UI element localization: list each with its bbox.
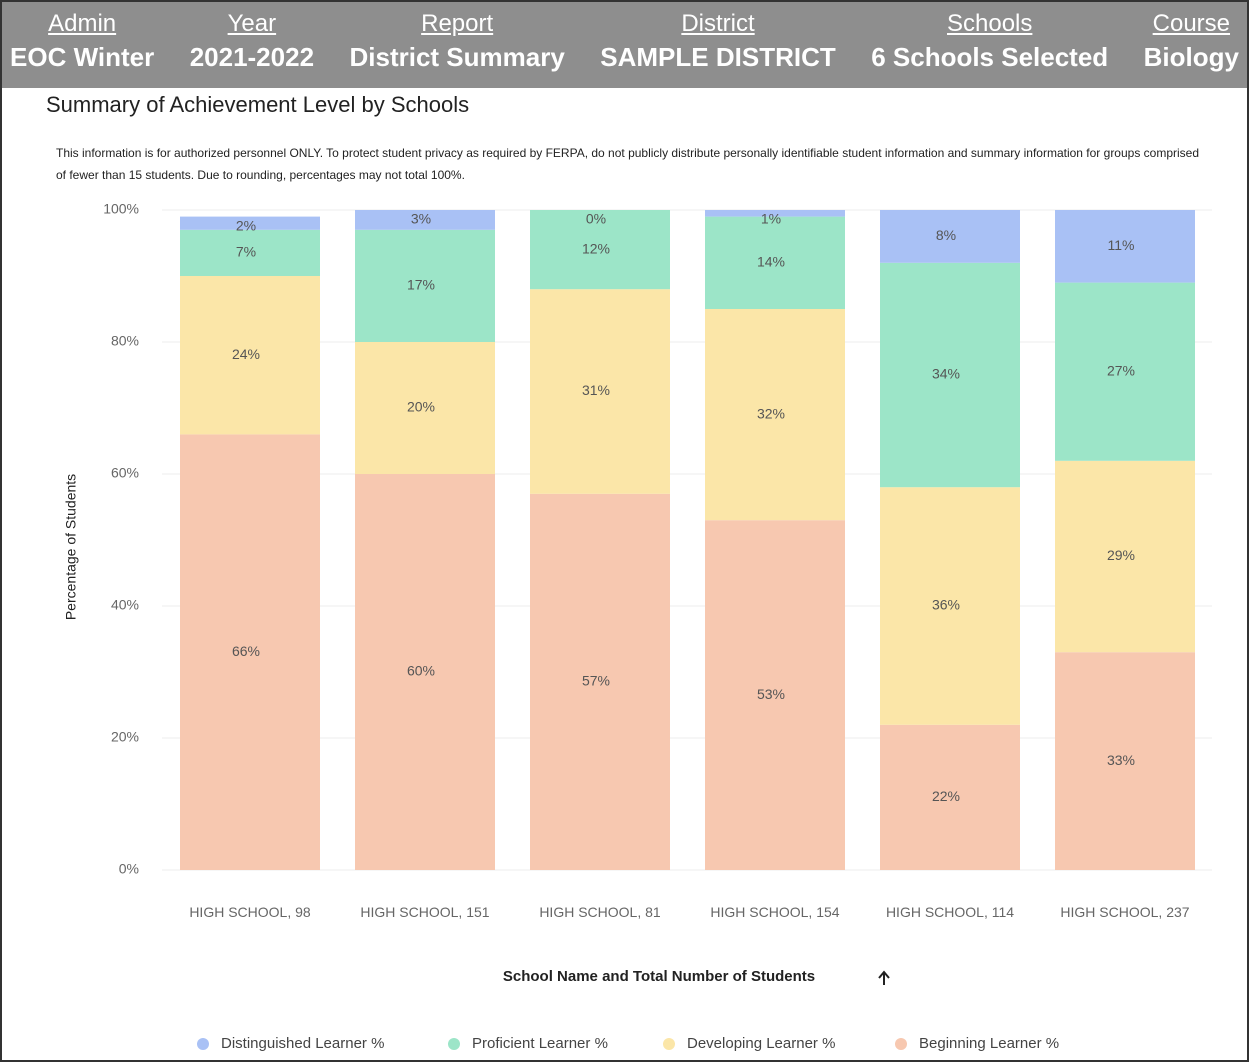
y-tick-label: 0% <box>119 861 139 877</box>
data-label: 31% <box>582 382 610 398</box>
y-axis-title: Percentage of Students <box>63 474 79 620</box>
header-value: 2021-2022 <box>189 42 315 72</box>
legend-item[interactable]: Developing Learner % <box>663 1035 835 1052</box>
bar-segment <box>880 262 1020 488</box>
x-tick-label: HIGH SCHOOL, 151 <box>360 904 490 920</box>
x-tick-label: HIGH SCHOOL, 98 <box>189 904 311 920</box>
header-value: SAMPLE DISTRICT <box>600 42 836 72</box>
bar-segment <box>355 342 495 474</box>
header-label[interactable]: District <box>681 10 755 37</box>
legend-swatch <box>663 1037 675 1050</box>
chart-title: Summary of Achievement Level by Schools <box>46 92 470 117</box>
bar-segment <box>355 474 495 870</box>
legend-label: Developing Learner % <box>687 1035 836 1052</box>
bar-segment <box>705 210 845 217</box>
bar-segment <box>530 210 670 290</box>
header-item: Year 2021-2022 <box>190 2 314 88</box>
y-tick-label: 100% <box>103 201 139 217</box>
data-label: 53% <box>757 686 785 702</box>
bar-segment <box>530 289 670 494</box>
data-label: 32% <box>757 405 785 421</box>
header-label[interactable]: Year <box>227 10 277 37</box>
data-label: 11% <box>1108 237 1135 253</box>
x-tick-label: HIGH SCHOOL, 237 <box>1060 904 1190 920</box>
sort-icon[interactable] <box>878 970 890 985</box>
bar-segment <box>880 210 1020 263</box>
header-value: District Summary <box>349 42 565 72</box>
legend-label: Distinguished Learner % <box>221 1035 385 1052</box>
data-label: 22% <box>932 788 960 804</box>
x-tick-label: HIGH SCHOOL, 81 <box>539 904 661 920</box>
data-label: 14% <box>757 254 785 270</box>
y-tick-label: 80% <box>111 333 139 349</box>
bar-segment <box>530 493 670 870</box>
y-tick-label: 40% <box>111 597 139 613</box>
bar-segment <box>180 434 320 870</box>
data-label: 24% <box>232 346 260 362</box>
bar-segment <box>1055 210 1195 283</box>
data-label: 36% <box>932 597 960 613</box>
x-axis-title: School Name and Total Number of Students <box>503 968 815 985</box>
header-item: Course Biology <box>1144 2 1239 88</box>
data-label: 27% <box>1107 362 1135 378</box>
bar-segment <box>180 216 320 230</box>
bar-segment <box>705 309 845 521</box>
data-label: 29% <box>1107 547 1135 563</box>
y-tick-label: 20% <box>111 729 139 745</box>
data-label: 34% <box>932 366 960 382</box>
data-label: 12% <box>582 240 610 256</box>
bar-segment <box>705 520 845 870</box>
header-label[interactable]: Admin <box>48 10 117 37</box>
header-value: EOC Winter <box>10 42 155 72</box>
data-label: 60% <box>407 663 435 679</box>
data-label: 3% <box>411 211 431 227</box>
bar-segment <box>705 216 845 309</box>
header-value: 6 Schools Selected <box>871 42 1109 72</box>
header-label[interactable]: Report <box>421 10 494 37</box>
legend-swatch <box>895 1037 907 1050</box>
bar-segment <box>180 276 320 435</box>
bar-segment <box>1055 460 1195 653</box>
x-tick-label: HIGH SCHOOL, 114 <box>885 904 1015 920</box>
bar-segment <box>355 229 495 342</box>
legend-item[interactable]: Beginning Learner % <box>895 1035 1059 1052</box>
data-label: 0% <box>586 211 606 227</box>
data-label: 17% <box>407 277 435 293</box>
bar-segment <box>1055 282 1195 461</box>
legend-swatch <box>448 1037 460 1050</box>
data-label: 66% <box>232 643 260 659</box>
bar-segment <box>880 724 1020 870</box>
y-tick-label: 60% <box>111 465 139 481</box>
header-label[interactable]: Course <box>1152 10 1231 37</box>
header-item: District SAMPLE DISTRICT <box>600 2 835 88</box>
header-item: Report District Summary <box>350 2 565 88</box>
legend-label: Beginning Learner % <box>919 1035 1060 1052</box>
data-label: 20% <box>407 399 435 415</box>
data-label: 2% <box>236 217 256 233</box>
legend-label: Proficient Learner % <box>472 1035 608 1052</box>
legend-item[interactable]: Proficient Learner % <box>448 1035 608 1052</box>
header-bar: Admin EOC Winter Year 2021-2022 Report Distri… <box>2 2 1247 88</box>
bar-segment <box>355 210 495 230</box>
data-label: 7% <box>236 244 256 260</box>
legend-item[interactable]: Distinguished Learner % <box>197 1035 384 1052</box>
data-label: 1% <box>761 211 781 227</box>
header-item: Schools 6 Schools Selected <box>871 2 1108 88</box>
data-label: 33% <box>1107 752 1135 768</box>
data-label: 8% <box>936 227 956 243</box>
chart-subtitle: This information is for authorized perso… <box>56 146 1200 182</box>
header-item: Admin EOC Winter <box>10 2 154 88</box>
bar-segment <box>880 487 1020 725</box>
x-tick-label: HIGH SCHOOL, 154 <box>710 904 840 920</box>
header-value: Biology <box>1143 42 1239 72</box>
data-label: 57% <box>582 673 610 689</box>
header-label[interactable]: Schools <box>947 10 1033 37</box>
bar-segment <box>1055 652 1195 870</box>
bar-segment <box>180 229 320 276</box>
legend-swatch <box>197 1037 209 1050</box>
